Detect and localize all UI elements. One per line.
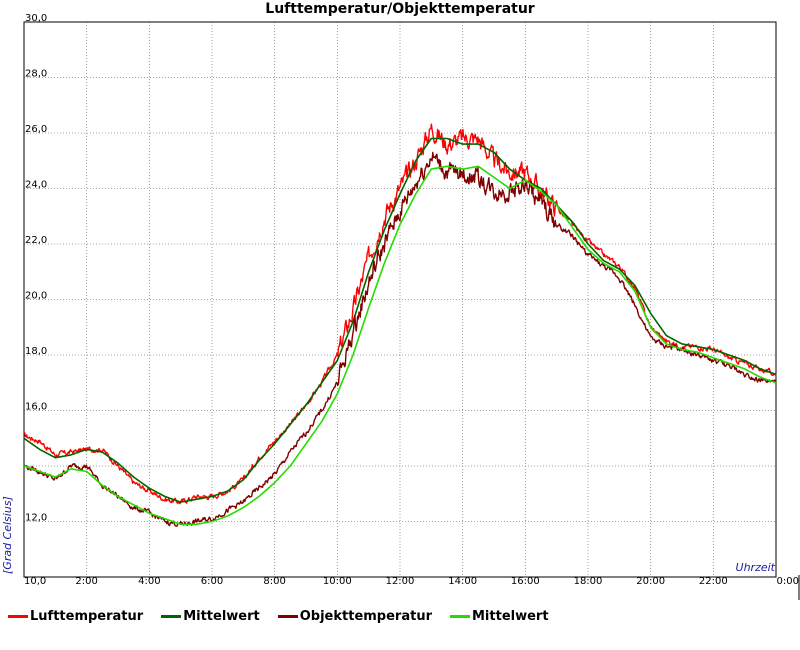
legend-item-lufttemperatur: Lufttemperatur: [8, 609, 143, 624]
x-tick-label: 16:00: [511, 576, 540, 587]
x-tick-label: 6:00: [201, 576, 223, 587]
legend-item-mittelwert-objekt: Mittelwert: [450, 609, 549, 624]
y-tick-label: 12,0: [25, 513, 47, 524]
x-tick-label: 4:00: [138, 576, 160, 587]
series-line-objekttemperatur: [23, 151, 777, 527]
legend-label: Lufttemperatur: [30, 608, 144, 624]
legend-label: Objekttemperatur: [299, 608, 432, 624]
legend-item-mittelwert-luft: Mittelwert: [161, 609, 260, 624]
legend-swatch: [161, 614, 182, 618]
y-tick-label: 18,0: [25, 346, 47, 357]
y-axis-label: [Grad Celsius]: [1, 496, 14, 574]
y-tick-label: 26,0: [25, 124, 47, 135]
temperature-chart: Lufttemperatur/Objekttemperatur 12,0 16,0…: [1, 1, 800, 600]
x-tick-label: 12:00: [386, 576, 415, 587]
x-tick-label: 2:00: [75, 576, 97, 587]
legend-item-objekttemperatur: Objekttemperatur: [277, 608, 432, 624]
x-tick-label: 14:00: [448, 576, 477, 587]
y-tick-label: 24,0: [25, 180, 47, 191]
y-tick-label: 28,0: [25, 69, 47, 80]
grid-lines: [24, 22, 776, 577]
series-line-mittelwert-objekt: [23, 165, 777, 526]
series-line-mittelwert-luft: [23, 137, 777, 503]
x-tick-label: 20:00: [636, 576, 665, 587]
legend-label: Mittelwert: [472, 608, 549, 624]
x-tick-labels: 10,0 2:00 4:00 6:00 8:00 10:00 12:00 14:00 16:00…: [24, 576, 799, 587]
x-tick-label: 18:00: [574, 576, 603, 587]
y-tick-label: 22,0: [25, 235, 47, 246]
y-tick-label: 16,0: [25, 402, 47, 413]
x-tick-label: 8:00: [263, 576, 285, 587]
legend-swatch: [450, 614, 470, 618]
x-tick-label: 0:00: [777, 576, 799, 587]
plot-frame: [23, 21, 777, 578]
y-tick-labels: 12,0 16,0 18,0 20,0 22,0 24,0 26,0 28,0 30,0: [25, 13, 47, 524]
x-tick-label: 10,0: [24, 576, 46, 587]
series-lines: [23, 123, 777, 527]
chart-title: Lufttemperatur/Objekttemperatur: [265, 1, 535, 17]
y-tick-label: 30,0: [25, 13, 47, 24]
legend-label: Mittelwert: [183, 608, 260, 624]
legend-swatch: [277, 614, 298, 618]
legend: Lufttemperatur Mittelwert Objekttemperat…: [8, 606, 567, 626]
x-tick-label: 10:00: [323, 576, 352, 587]
x-axis-label: Uhrzeit: [736, 561, 776, 574]
y-tick-label: 20,0: [25, 291, 47, 302]
x-tick-label: 22:00: [699, 576, 728, 587]
legend-swatch: [8, 614, 28, 618]
